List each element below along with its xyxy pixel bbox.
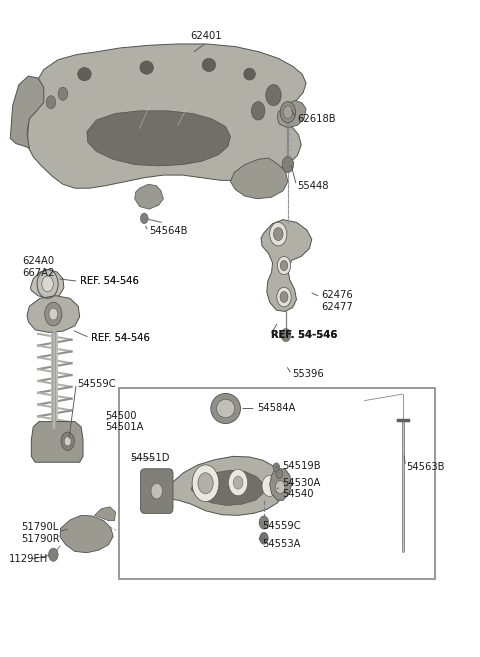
Text: 624A0
667A2: 624A0 667A2	[22, 256, 55, 278]
Circle shape	[276, 481, 285, 493]
Polygon shape	[10, 76, 44, 148]
Circle shape	[280, 292, 288, 302]
Text: 51790L
51790R: 51790L 51790R	[21, 522, 60, 544]
Text: 62476
62477: 62476 62477	[322, 290, 353, 312]
Circle shape	[260, 532, 268, 544]
Text: 54584A: 54584A	[257, 403, 295, 413]
Circle shape	[49, 308, 58, 320]
Text: 54553A: 54553A	[262, 539, 300, 549]
Text: 54530A
54540: 54530A 54540	[282, 478, 321, 499]
Circle shape	[48, 548, 58, 561]
Circle shape	[233, 476, 243, 489]
Ellipse shape	[216, 399, 235, 418]
Text: 55448: 55448	[298, 181, 329, 191]
Text: 54551D: 54551D	[130, 453, 169, 463]
Ellipse shape	[202, 58, 216, 72]
Polygon shape	[87, 111, 230, 166]
Ellipse shape	[244, 68, 255, 80]
Circle shape	[252, 102, 265, 120]
Polygon shape	[95, 507, 116, 520]
Bar	[120, 388, 435, 579]
Text: 1129EH: 1129EH	[9, 555, 48, 564]
Circle shape	[270, 222, 287, 246]
Text: 54559C: 54559C	[262, 522, 300, 532]
Circle shape	[64, 437, 71, 446]
Text: 62401: 62401	[191, 32, 222, 41]
Polygon shape	[261, 219, 312, 311]
Polygon shape	[135, 184, 163, 209]
Circle shape	[276, 470, 283, 479]
Polygon shape	[230, 158, 288, 198]
Circle shape	[61, 432, 74, 451]
Circle shape	[281, 328, 291, 342]
Text: REF. 54-546: REF. 54-546	[271, 330, 337, 340]
Circle shape	[283, 106, 293, 119]
Circle shape	[45, 302, 62, 326]
Circle shape	[274, 227, 283, 240]
Polygon shape	[27, 296, 80, 332]
Circle shape	[266, 85, 281, 106]
Circle shape	[151, 484, 162, 499]
Circle shape	[192, 465, 219, 501]
Circle shape	[280, 102, 296, 123]
Polygon shape	[191, 470, 264, 505]
FancyBboxPatch shape	[141, 469, 173, 513]
Text: 54563B: 54563B	[407, 463, 445, 472]
Text: 62618B: 62618B	[298, 114, 336, 124]
Text: 54564B: 54564B	[149, 227, 188, 237]
Circle shape	[262, 476, 277, 496]
Text: 54519B: 54519B	[282, 461, 321, 471]
Polygon shape	[166, 457, 286, 515]
Ellipse shape	[78, 68, 91, 81]
Text: REF. 54-546: REF. 54-546	[91, 332, 150, 343]
Text: REF. 54-546: REF. 54-546	[80, 277, 139, 286]
Text: 55396: 55396	[293, 369, 324, 379]
Circle shape	[58, 87, 68, 101]
Circle shape	[273, 463, 280, 472]
Circle shape	[198, 473, 213, 493]
Circle shape	[259, 516, 269, 529]
Circle shape	[141, 213, 148, 223]
Text: 54559C: 54559C	[77, 378, 116, 388]
Text: REF. 54-546: REF. 54-546	[271, 330, 337, 340]
Circle shape	[46, 96, 56, 109]
Text: 54500
54501A: 54500 54501A	[105, 411, 144, 432]
Polygon shape	[27, 44, 306, 188]
Polygon shape	[31, 422, 83, 463]
Polygon shape	[30, 269, 64, 299]
Circle shape	[228, 470, 248, 495]
Circle shape	[277, 287, 291, 307]
Ellipse shape	[211, 394, 240, 424]
Ellipse shape	[140, 61, 154, 74]
Text: REF. 54-546: REF. 54-546	[80, 277, 139, 286]
Circle shape	[42, 276, 53, 292]
Circle shape	[282, 157, 294, 173]
Circle shape	[277, 256, 291, 275]
Circle shape	[280, 261, 288, 271]
Polygon shape	[270, 469, 292, 500]
Polygon shape	[277, 101, 306, 128]
Polygon shape	[60, 515, 113, 553]
Text: REF. 54-546: REF. 54-546	[91, 332, 150, 343]
